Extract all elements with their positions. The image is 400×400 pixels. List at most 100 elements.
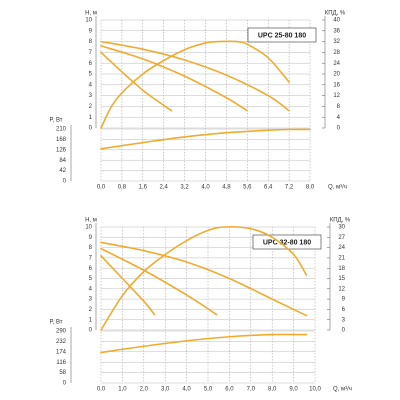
y-tick-label: 2 (89, 104, 93, 110)
y3-tick-label: 210 (56, 127, 67, 133)
y2-tick-label: 0 (342, 328, 346, 334)
y-tick-label: 3 (89, 297, 93, 303)
y2-tick-label: 36 (333, 28, 340, 34)
y2-tick-label: 18 (338, 266, 345, 272)
chart-title: UPC 25-80 180 (258, 32, 306, 39)
y2-tick-label: 24 (338, 245, 345, 251)
x-tick-label: 10,0 (309, 387, 321, 393)
y-tick-label: 7 (89, 50, 93, 56)
x-tick-label: 4,8 (222, 185, 231, 191)
x-tick-label: 1,0 (118, 387, 127, 393)
title-box (247, 27, 317, 43)
y-tick-label: 4 (89, 82, 93, 88)
y3-tick-label: 0 (63, 381, 67, 387)
y-tick-label: 5 (89, 72, 93, 78)
x-tick-label: 8,0 (268, 387, 277, 393)
x-tick-label: 4,0 (201, 185, 210, 191)
x-tick-label: 0,8 (118, 185, 127, 191)
y3-tick-label: 116 (56, 360, 66, 366)
y2-tick-label: 30 (338, 225, 345, 231)
y-axis-label: H, м (85, 218, 97, 224)
y-tick-label: 3 (89, 93, 93, 99)
curve (100, 247, 218, 316)
x-tick-label: 7,2 (285, 185, 294, 191)
curve (100, 333, 308, 354)
y2-tick-label: 28 (333, 50, 340, 56)
x-tick-label: 3,0 (161, 387, 170, 393)
y2-tick-label: 9 (342, 297, 346, 303)
y2-axis-label: КПД, % (330, 218, 351, 224)
x-tick-label: 6,0 (225, 387, 234, 393)
y2-tick-label: 27 (338, 235, 345, 241)
y-tick-label: 6 (89, 61, 93, 67)
y3-axis-label: P, Вт (49, 320, 62, 326)
curve (100, 255, 156, 316)
chart-title: UPC 32-80 180 (263, 239, 311, 246)
y2-tick-label: 6 (342, 307, 346, 313)
y-tick-label: 8 (89, 39, 93, 45)
x-tick-label: 5,6 (243, 185, 252, 191)
x-tick-label: 5,0 (204, 387, 213, 393)
curve (100, 241, 308, 317)
x-tick-label: 0,0 (97, 387, 106, 393)
curve (100, 40, 290, 112)
y2-tick-label: 40 (333, 18, 340, 24)
y3-axis-label: P, Вт (49, 118, 62, 124)
x-tick-label: 1,6 (139, 185, 148, 191)
y2-tick-label: 16 (333, 82, 340, 88)
y2-tick-label: 12 (333, 93, 340, 99)
y-tick-label: 0 (89, 328, 93, 334)
y3-tick-label: 232 (56, 339, 67, 345)
y-tick-label: 7 (89, 255, 93, 261)
y-tick-label: 10 (85, 225, 92, 231)
y2-tick-label: 12 (338, 286, 345, 292)
y2-tick-label: 24 (333, 61, 340, 67)
y-tick-label: 4 (89, 286, 93, 292)
y-tick-label: 6 (89, 266, 93, 272)
y-tick-label: 1 (89, 317, 93, 323)
y3-tick-label: 168 (56, 137, 67, 143)
y3-tick-label: 290 (56, 329, 67, 335)
y-tick-label: 10 (85, 18, 92, 24)
x-tick-label: 8,0 (306, 185, 315, 191)
y3-tick-label: 126 (56, 147, 67, 153)
y3-tick-label: 0 (63, 179, 67, 185)
x-axis-label: Q, м³/ч (328, 185, 347, 191)
y-tick-label: 0 (89, 126, 93, 132)
curve (100, 40, 290, 129)
y2-tick-label: 15 (338, 276, 345, 282)
y3-tick-label: 58 (59, 370, 66, 376)
y3-tick-label: 42 (59, 168, 66, 174)
y-tick-label: 5 (89, 276, 93, 282)
curve (100, 226, 308, 331)
x-tick-label: 2,4 (160, 185, 169, 191)
curve (100, 51, 173, 112)
x-tick-label: 7,0 (247, 387, 256, 393)
x-tick-label: 3,2 (180, 185, 189, 191)
x-tick-label: 6,4 (264, 185, 273, 191)
y2-tick-label: 4 (337, 115, 341, 121)
y2-tick-label: 21 (338, 255, 345, 261)
x-tick-label: 0,0 (97, 185, 106, 191)
x-tick-label: 9,0 (289, 387, 298, 393)
y-tick-label: 9 (89, 235, 93, 241)
curve (100, 128, 311, 150)
y2-tick-label: 32 (333, 39, 340, 45)
y2-tick-label: 3 (342, 317, 346, 323)
y-tick-label: 8 (89, 245, 93, 251)
x-tick-label: 4,0 (182, 387, 191, 393)
y2-tick-label: 8 (337, 104, 341, 110)
curve (100, 45, 249, 112)
y3-tick-label: 174 (56, 349, 67, 355)
y-axis-label: H, м (85, 11, 97, 17)
x-tick-label: 2,0 (140, 387, 149, 393)
y-tick-label: 9 (89, 28, 93, 34)
y2-tick-label: 20 (333, 72, 340, 78)
y-tick-label: 2 (89, 307, 93, 313)
y2-axis-label: КПД, % (325, 11, 346, 17)
y2-tick-label: 0 (337, 126, 341, 132)
x-axis-label: Q, м³/ч (333, 387, 352, 393)
y-tick-label: 1 (89, 115, 93, 121)
y3-tick-label: 84 (59, 158, 66, 164)
